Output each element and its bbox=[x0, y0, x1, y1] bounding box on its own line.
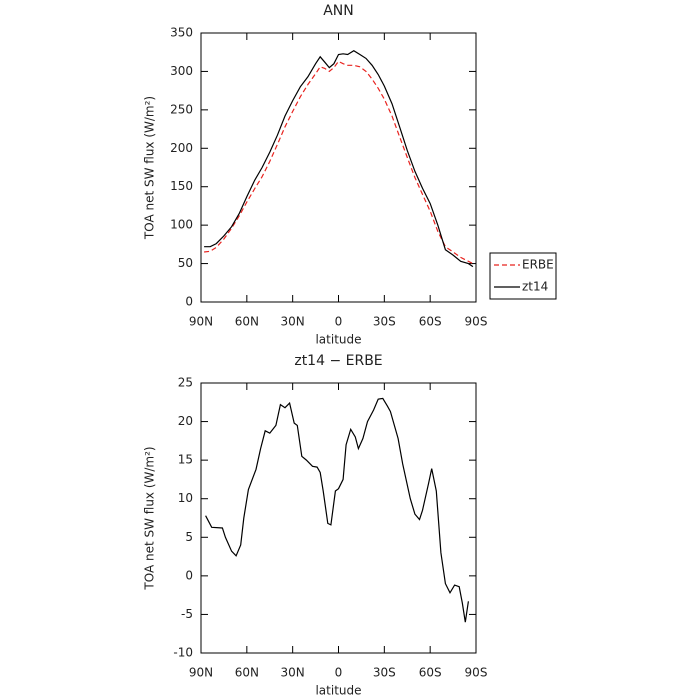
plot-frame bbox=[200, 32, 477, 303]
y-tick-label: 100 bbox=[170, 218, 193, 232]
data-line bbox=[204, 60, 474, 265]
x-tick-label: 0 bbox=[335, 315, 343, 329]
x-tick-label: 60N bbox=[235, 666, 259, 680]
legend-box bbox=[489, 252, 557, 300]
chart-title: zt14 − ERBE bbox=[294, 353, 382, 369]
y-tick-label: 15 bbox=[178, 453, 193, 467]
x-tick-label: 60S bbox=[419, 666, 442, 680]
y-tick-label: 0 bbox=[185, 295, 193, 309]
x-axis-label: latitude bbox=[315, 684, 361, 698]
y-tick-label: 5 bbox=[185, 530, 193, 544]
y-tick-label: 150 bbox=[170, 179, 193, 193]
y-tick-label: 20 bbox=[178, 414, 193, 428]
y-tick-label: 350 bbox=[170, 26, 193, 40]
x-tick-label: 30N bbox=[281, 666, 305, 680]
y-tick-label: -5 bbox=[181, 607, 193, 621]
x-tick-label: 60N bbox=[235, 315, 259, 329]
legend-label: ERBE bbox=[522, 258, 554, 272]
y-axis-label: TOA net SW flux (W/m²) bbox=[143, 96, 157, 240]
data-line bbox=[205, 397, 469, 623]
x-tick-label: 30S bbox=[373, 315, 396, 329]
y-tick-label: 250 bbox=[170, 102, 193, 116]
x-tick-label: 30N bbox=[281, 315, 305, 329]
y-axis-label: TOA net SW flux (W/m²) bbox=[143, 446, 157, 590]
y-tick-label: 50 bbox=[178, 256, 193, 270]
y-tick-label: 0 bbox=[185, 568, 193, 582]
x-tick-label: 90N bbox=[189, 315, 213, 329]
legend-label: zt14 bbox=[522, 280, 548, 294]
x-tick-label: 90S bbox=[465, 315, 488, 329]
y-tick-label: -10 bbox=[173, 646, 193, 660]
y-tick-label: 10 bbox=[178, 491, 193, 505]
x-tick-label: 60S bbox=[419, 315, 442, 329]
y-tick-label: 200 bbox=[170, 141, 193, 155]
chart-title: ANN bbox=[323, 3, 354, 19]
x-tick-label: 30S bbox=[373, 666, 396, 680]
x-tick-label: 90N bbox=[189, 666, 213, 680]
plot-frame bbox=[200, 382, 477, 654]
x-axis-label: latitude bbox=[315, 333, 361, 347]
y-tick-label: 300 bbox=[170, 64, 193, 78]
data-line bbox=[204, 49, 474, 268]
y-tick-label: 25 bbox=[178, 376, 193, 390]
x-tick-label: 0 bbox=[335, 666, 343, 680]
x-tick-label: 90S bbox=[465, 666, 488, 680]
